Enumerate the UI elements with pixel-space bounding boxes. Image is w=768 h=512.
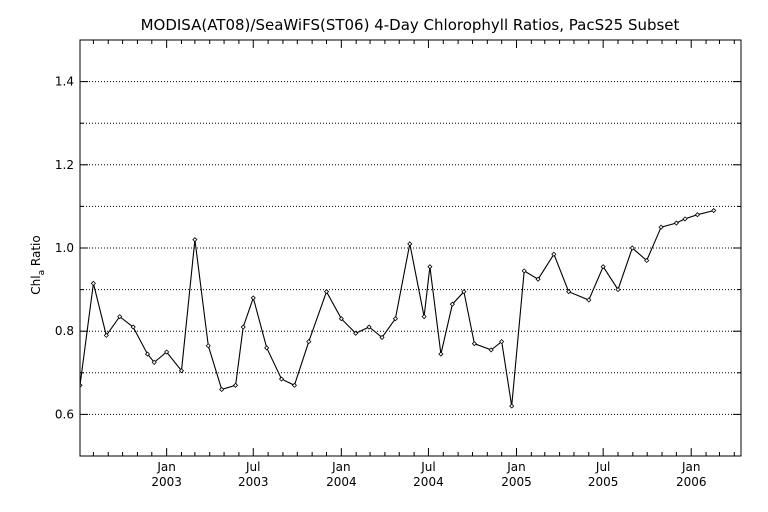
y-axis-label: Chla Ratio [29,235,47,294]
y-axis-label-subscript: a [37,270,47,276]
data-point [600,264,606,270]
y-tick-label: 1.4 [55,75,74,89]
data-point [658,224,664,230]
chart-title: MODISA(AT08)/SeaWiFS(ST06) 4-Day Chlorop… [141,16,680,34]
data-point [205,343,211,349]
x-tick-label-month: Jul [595,460,610,474]
x-axis-ticks: Jan2003Jul2003Jan2004Jul2004Jan2005Jul20… [92,40,735,489]
data-point [629,245,635,251]
data-point [461,289,467,295]
data-point [392,316,398,322]
data-point [673,220,679,226]
data-point [711,207,717,214]
data-point [164,349,170,355]
data-point [130,324,136,330]
data-point [471,341,477,347]
y-axis-ticks: 0.6 0.8 1.0 1.2 1.4 [55,39,741,457]
data-points [80,207,717,409]
y-axis-label-main: Chl [29,275,43,294]
x-tick-label-year: 2003 [151,475,182,489]
data-point [232,382,239,388]
x-tick-label-month: Jan [156,460,176,474]
data-point [192,237,198,243]
y-tick-label: 1.0 [55,241,74,255]
data-point [178,368,185,374]
x-tick-label-month: Jan [681,460,701,474]
x-tick-label-year: 2006 [676,475,707,489]
x-tick-label-year: 2005 [501,475,532,489]
data-point [379,334,385,341]
data-point [144,351,151,357]
data-point [615,287,621,293]
data-point [427,264,433,270]
data-point [438,351,444,357]
data-point [323,289,330,295]
data-point [291,382,297,388]
x-tick-label-year: 2003 [238,475,269,489]
data-point [278,376,285,382]
data-point [694,212,701,218]
data-point [366,324,372,330]
data-point [117,314,123,320]
data-point [219,386,225,393]
series-line [80,210,714,407]
data-point [566,289,572,295]
x-tick-label-month: Jan [331,460,351,474]
data-point [407,241,413,247]
data-point [306,339,312,345]
x-tick-label-month: Jul [245,460,260,474]
data-point [103,332,109,338]
data-point [449,301,455,307]
data-point [509,403,515,409]
x-tick-label-month: Jan [506,460,526,474]
data-point [353,330,359,336]
data-point [644,257,650,264]
data-point [521,268,527,274]
x-tick-label-year: 2005 [588,475,619,489]
data-point [499,339,505,345]
data-point [535,276,541,282]
data-point [151,359,157,365]
x-tick-label-month: Jul [420,460,435,474]
data-point [264,345,270,351]
x-tick-label-year: 2004 [326,475,357,489]
x-tick-label-year: 2004 [413,475,444,489]
data-point [250,295,256,301]
data-point [90,280,96,286]
plot-frame [79,39,742,457]
data-point [421,314,427,320]
y-tick-label: 0.8 [55,324,74,338]
y-tick-label: 0.6 [55,407,74,421]
data-point [682,216,688,222]
data-point [488,347,494,353]
data-point [240,324,246,330]
data-point [551,251,557,257]
y-axis-label-tail: Ratio [29,235,43,270]
y-tick-label: 1.2 [55,158,74,172]
data-point [586,297,592,303]
data-point [338,316,344,322]
